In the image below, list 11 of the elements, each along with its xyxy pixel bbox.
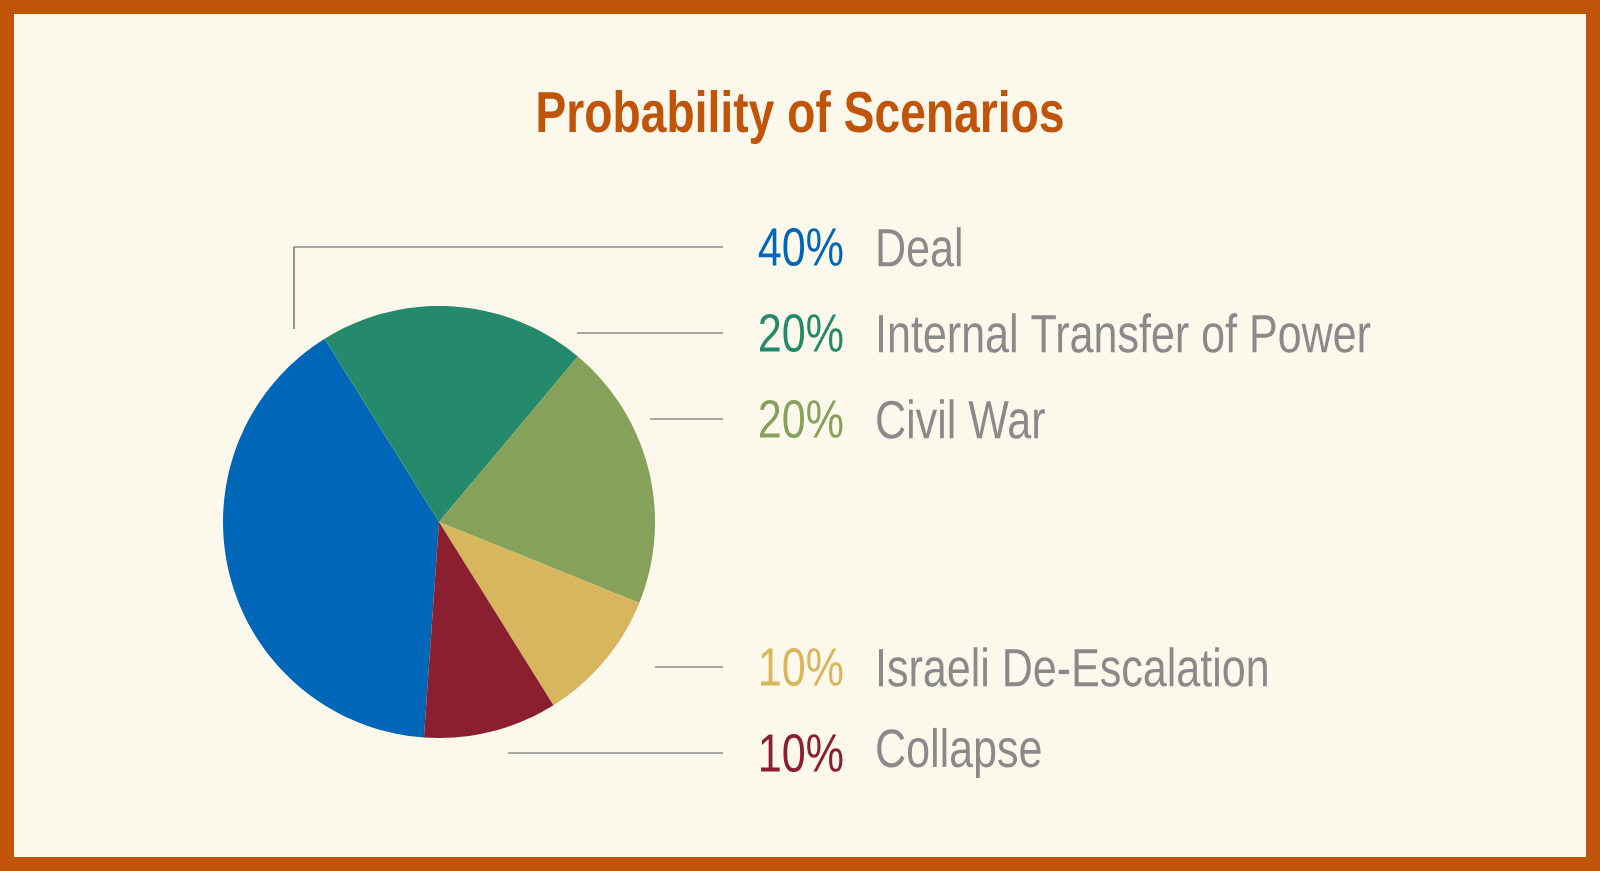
- slice-label: Internal Transfer of Power: [879, 313, 1371, 353]
- data-label: 10%: [761, 647, 843, 687]
- data-label: 40%: [758, 227, 843, 267]
- slice-label: Civil War: [877, 399, 1045, 439]
- chart-title: Probability of Scenarios: [538, 90, 1063, 144]
- slice-label: Deal: [878, 227, 961, 267]
- slice-label: Collapse: [877, 727, 1041, 779]
- data-label: 20%: [759, 313, 843, 353]
- data-label: 20%: [759, 399, 843, 439]
- data-label: 10%: [761, 733, 843, 773]
- slice-label: Israeli De-Escalation: [879, 647, 1267, 687]
